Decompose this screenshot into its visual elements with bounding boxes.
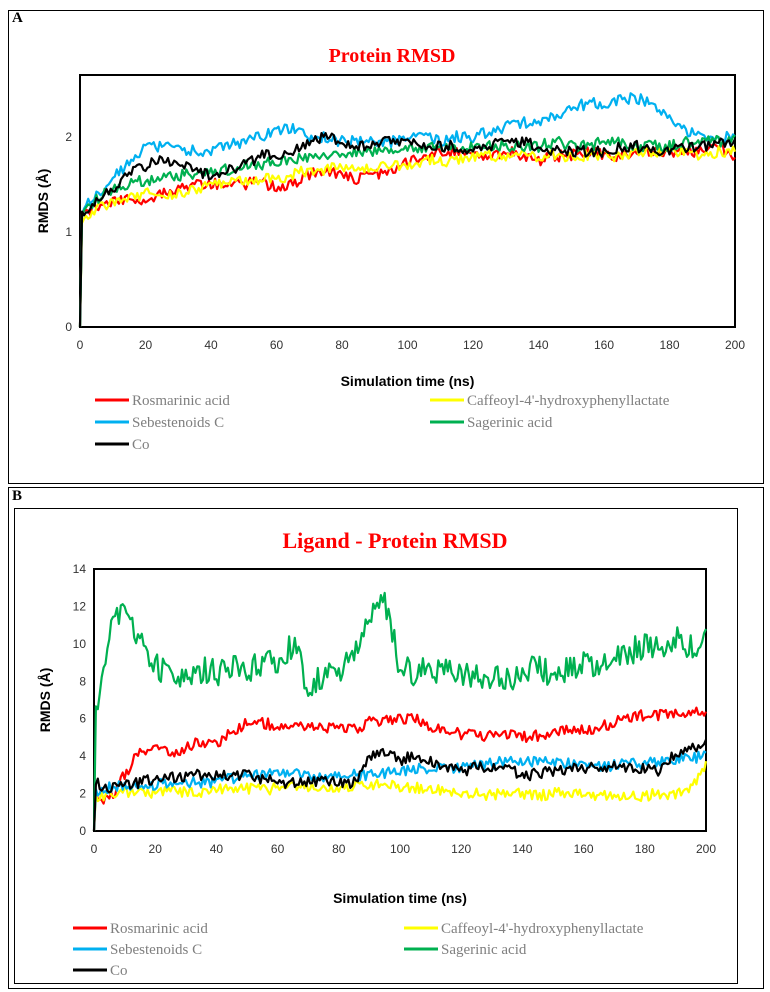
panel-b-xtick-label: 0	[91, 842, 98, 856]
panel-a-ytick-label: 2	[65, 130, 72, 144]
panel-b-ytick-label: 10	[73, 637, 87, 651]
panel-b-frame	[8, 487, 764, 989]
panel-a-xtick-label: 40	[204, 338, 218, 352]
panel-a-xtick-label: 100	[397, 338, 417, 352]
panel-a-plot-area	[79, 74, 736, 328]
panel-b-xtick-label: 180	[635, 842, 655, 856]
panel-a-y-axis-label: RMDS (Å)	[35, 169, 51, 234]
panel-b-ytick-label: 6	[79, 712, 86, 726]
panel-b-y-axis-label: RMDS (Å)	[37, 668, 53, 733]
panel-a-ytick-label: 1	[65, 225, 72, 239]
panel-a-xtick-label: 80	[335, 338, 349, 352]
panel-a-legend-label: Sebestenoids C	[132, 415, 224, 431]
panel-b-series-sebestenoids-c	[92, 750, 707, 832]
panel-b-legend-label: Sebestenoids C	[110, 942, 202, 958]
panel-b-xtick-label: 200	[696, 842, 716, 856]
panel-a-series-caffeoyl-4-hydroxyphenyllactate	[78, 144, 737, 328]
panel-a-legend-label: Rosmarinic acid	[132, 393, 230, 409]
panel-b-ytick-label: 2	[79, 787, 86, 801]
panel-a-xtick-label: 200	[725, 338, 745, 352]
panel-a-xtick-label: 120	[463, 338, 483, 352]
panel-b-plot-area	[93, 568, 707, 832]
panel-a-legend-label: Caffeoyl-4'-hydroxyphenyllactate	[467, 393, 670, 409]
panel-a-series-rosmarinic-acid	[78, 143, 736, 328]
panel-a-legend-label: Co	[132, 437, 150, 453]
panel-b-legend-label: Sagerinic acid	[441, 942, 527, 958]
panel-a-legend-label: Sagerinic acid	[467, 415, 553, 431]
panel-b-ytick-label: 4	[79, 749, 86, 763]
panel-b-series-sagerinic-acid	[92, 591, 707, 832]
panel-a-series-sebestenoids-c	[78, 92, 736, 328]
panel-a-frame	[8, 10, 764, 484]
panel-b-ytick-label: 0	[79, 824, 86, 838]
panel-a-letter: A	[12, 10, 23, 26]
panel-a-xtick-label: 0	[77, 338, 84, 352]
panel-b-series-rosmarinic-acid	[92, 706, 707, 832]
panel-a-ytick-label: 0	[65, 320, 72, 334]
panel-b-ytick-label: 14	[73, 562, 87, 576]
panel-b-xtick-label: 40	[210, 842, 224, 856]
panel-a-chart-title: Protein RMSD	[329, 45, 456, 67]
panel-b-letter: B	[12, 488, 23, 504]
panel-b-xtick-label: 100	[390, 842, 410, 856]
panel-a-xtick-label: 180	[659, 338, 679, 352]
panel-b-xtick-label: 160	[574, 842, 594, 856]
panel-b-legend-label: Rosmarinic acid	[110, 921, 208, 937]
panel-b-xtick-label: 140	[512, 842, 532, 856]
panel-b-series-caffeoyl-4-hydroxyphenyllactate	[92, 760, 708, 832]
panel-b-legend-label: Caffeoyl-4'-hydroxyphenyllactate	[441, 921, 644, 937]
panel-a-series-sagerinic-acid	[78, 134, 736, 328]
panel-b-chart-title: Ligand - Protein RMSD	[282, 528, 507, 553]
panel-a-series-co	[78, 132, 736, 328]
panel-b-series-co	[92, 739, 708, 832]
panel-b-xtick-label: 80	[332, 842, 346, 856]
panel-b-ytick-label: 12	[73, 599, 87, 613]
panel-b-inner-frame	[14, 508, 738, 984]
panel-b-xtick-label: 60	[271, 842, 285, 856]
panel-b-xtick-label: 120	[451, 842, 471, 856]
panel-b-ytick-label: 8	[79, 674, 86, 688]
panel-a-xtick-label: 140	[528, 338, 548, 352]
panel-a-xtick-label: 160	[594, 338, 614, 352]
panel-a-x-axis-label: Simulation time (ns)	[341, 373, 475, 389]
panel-a-xtick-label: 60	[270, 338, 284, 352]
panel-b-x-axis-label: Simulation time (ns)	[333, 890, 467, 906]
panel-b-legend-label: Co	[110, 963, 128, 979]
panel-a-xtick-label: 20	[139, 338, 153, 352]
panel-b-xtick-label: 20	[149, 842, 163, 856]
